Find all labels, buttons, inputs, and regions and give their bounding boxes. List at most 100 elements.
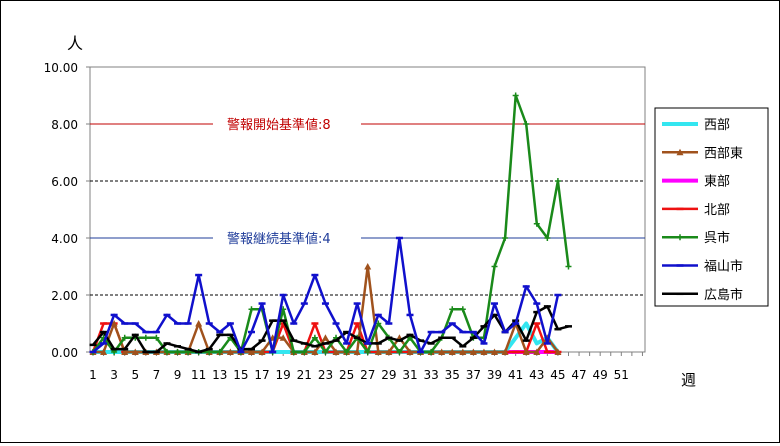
data-point bbox=[248, 306, 255, 313]
data-point bbox=[544, 235, 551, 241]
x-tick-label: 29 bbox=[381, 368, 396, 382]
y-tick-label: 2.00 bbox=[51, 289, 78, 303]
legend-box bbox=[654, 107, 769, 307]
x-tick-label: 33 bbox=[423, 368, 438, 382]
x-tick-label: 47 bbox=[571, 368, 586, 382]
legend-label: 東部 bbox=[704, 174, 730, 190]
data-point bbox=[364, 263, 372, 270]
x-tick-label: 45 bbox=[550, 368, 565, 382]
data-point bbox=[100, 348, 108, 355]
legend-label: 北部 bbox=[704, 203, 730, 218]
x-tick-label: 41 bbox=[508, 368, 523, 382]
data-point bbox=[533, 348, 541, 355]
data-point bbox=[501, 348, 509, 355]
legend-label: 広島市 bbox=[704, 287, 743, 303]
y-tick-label: 8.00 bbox=[51, 118, 78, 132]
x-tick-label: 13 bbox=[212, 368, 227, 382]
data-point bbox=[301, 349, 308, 355]
data-point bbox=[353, 348, 361, 355]
data-point bbox=[343, 349, 350, 355]
y-tick-label: 0.00 bbox=[51, 346, 78, 360]
legend-label: 呉市 bbox=[704, 230, 730, 246]
x-tick-label: 19 bbox=[276, 368, 291, 382]
legend-label: 西部 bbox=[704, 118, 730, 133]
y-tick-label: 6.00 bbox=[51, 175, 78, 189]
data-point bbox=[469, 348, 477, 355]
data-point bbox=[491, 348, 499, 355]
data-point bbox=[677, 234, 683, 241]
x-unit-label: 週 bbox=[681, 371, 696, 389]
x-tick-label: 25 bbox=[339, 368, 354, 382]
x-tick-label: 37 bbox=[466, 368, 481, 382]
data-point bbox=[226, 348, 234, 355]
x-tick-label: 15 bbox=[233, 368, 248, 382]
data-point bbox=[406, 348, 414, 355]
data-point bbox=[332, 348, 340, 355]
y-tick-label: 4.00 bbox=[51, 232, 78, 246]
data-point bbox=[131, 348, 139, 355]
data-point bbox=[396, 349, 403, 355]
data-point bbox=[459, 306, 466, 313]
data-point bbox=[448, 348, 456, 355]
x-tick-label: 43 bbox=[529, 368, 544, 382]
x-axis: 1 3 5 7 9 11 13 15 17 19 21 23 25 27 29 31 33 35 37 39 41 43 4… bbox=[89, 352, 643, 382]
data-point bbox=[279, 334, 287, 341]
x-tick-label: 7 bbox=[153, 368, 161, 382]
threshold-label: 警報開始基準値:8 bbox=[227, 117, 331, 133]
data-point bbox=[121, 334, 128, 341]
x-tick-label: 39 bbox=[487, 368, 502, 382]
x-tick-label: 27 bbox=[360, 368, 375, 382]
data-point bbox=[502, 235, 509, 241]
data-point bbox=[554, 178, 561, 184]
data-point bbox=[512, 92, 519, 99]
x-tick-label: 21 bbox=[297, 368, 312, 382]
data-point bbox=[121, 348, 129, 355]
data-point bbox=[438, 348, 446, 355]
data-point bbox=[491, 263, 498, 270]
x-tick-label: 9 bbox=[174, 368, 182, 382]
x-tick-label: 35 bbox=[445, 368, 460, 382]
data-point bbox=[110, 320, 118, 327]
data-point bbox=[385, 348, 393, 355]
x-tick-label: 5 bbox=[131, 368, 139, 382]
threshold-lines: 警報開始基準値:8 警報継続基準値:4 bbox=[90, 114, 645, 248]
x-tick-label: 3 bbox=[110, 368, 118, 382]
threshold-label-bg bbox=[213, 228, 361, 248]
data-point bbox=[554, 348, 562, 355]
data-point bbox=[195, 320, 203, 327]
x-tick-label: 31 bbox=[402, 368, 417, 382]
x-tick-label: 49 bbox=[593, 368, 608, 382]
data-point bbox=[374, 348, 382, 355]
data-point bbox=[480, 348, 488, 355]
data-point bbox=[153, 334, 160, 341]
data-point bbox=[311, 348, 319, 355]
y-tick-label: 10.00 bbox=[44, 61, 78, 75]
x-tick-label: 1 bbox=[89, 368, 97, 382]
data-point bbox=[258, 348, 266, 355]
data-point bbox=[523, 121, 530, 127]
data-point bbox=[565, 263, 572, 270]
data-point bbox=[522, 348, 530, 355]
data-point bbox=[459, 348, 467, 355]
data-point bbox=[216, 349, 223, 355]
data-point bbox=[322, 349, 329, 355]
data-point bbox=[142, 334, 149, 341]
data-point bbox=[247, 348, 255, 355]
data-point bbox=[311, 334, 318, 341]
data-point bbox=[321, 334, 329, 341]
x-tick-label: 11 bbox=[191, 368, 206, 382]
legend-label: 福山市 bbox=[704, 259, 743, 275]
series-line bbox=[91, 94, 570, 354]
series-5 bbox=[89, 236, 562, 354]
data-point bbox=[676, 148, 684, 156]
data-point bbox=[364, 349, 371, 355]
data-point bbox=[449, 306, 456, 313]
y-axis: 0.00 2.00 4.00 6.00 8.00 10.00 bbox=[44, 61, 90, 360]
data-point bbox=[163, 349, 170, 355]
y-unit-label: 人 bbox=[67, 34, 83, 53]
gridlines bbox=[90, 180, 645, 296]
data-point bbox=[290, 349, 297, 355]
